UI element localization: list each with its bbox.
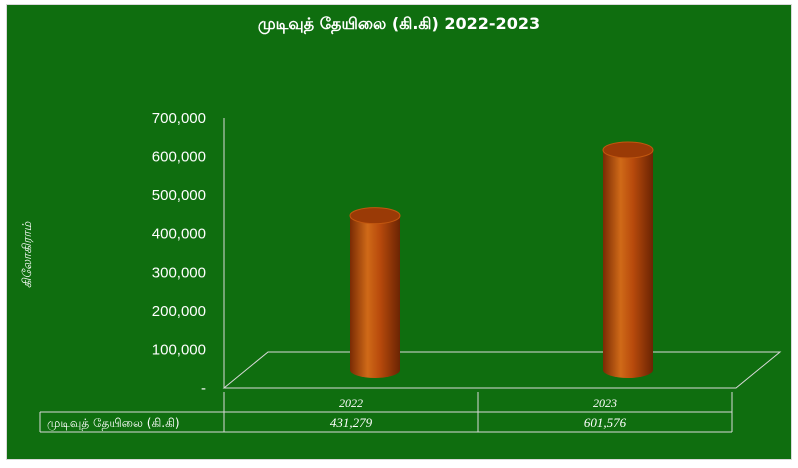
y-tick-label: 400,000 [152, 226, 206, 243]
data-table: முடிவுத் தேயிலை (கி.கி) 2022 431,279 2023 6… [39, 392, 733, 433]
x-category-label: 2022 [339, 396, 363, 410]
y-tick-label: 500,000 [152, 187, 206, 204]
y-tick-label: 300,000 [152, 264, 206, 281]
chart-floor [222, 351, 782, 389]
table-series-label: முடிவுத் தேயிலை (கி.கி) [47, 416, 180, 431]
y-tick-label: - [201, 380, 206, 397]
table-value: 601,576 [584, 415, 627, 430]
bar-body [603, 149, 653, 378]
y-tick-label: 200,000 [152, 303, 206, 320]
bar-2022 [349, 207, 401, 378]
table-value: 431,279 [330, 415, 373, 430]
chart-title: முடிவுத் தேயிலை (கி.கி) 2022-2023 [257, 14, 541, 33]
bars [349, 141, 654, 378]
y-ticks: - 100,000 200,000 300,000 400,000 500,000 600,… [152, 110, 206, 397]
y-tick-label: 600,000 [152, 149, 206, 166]
bar-top [602, 141, 654, 159]
x-category-label: 2023 [593, 396, 617, 410]
bar-body [350, 215, 400, 378]
bar-top [349, 207, 401, 225]
y-tick-label: 100,000 [152, 341, 206, 358]
y-tick-label: 700,000 [152, 110, 206, 127]
bar-2023 [602, 141, 654, 378]
